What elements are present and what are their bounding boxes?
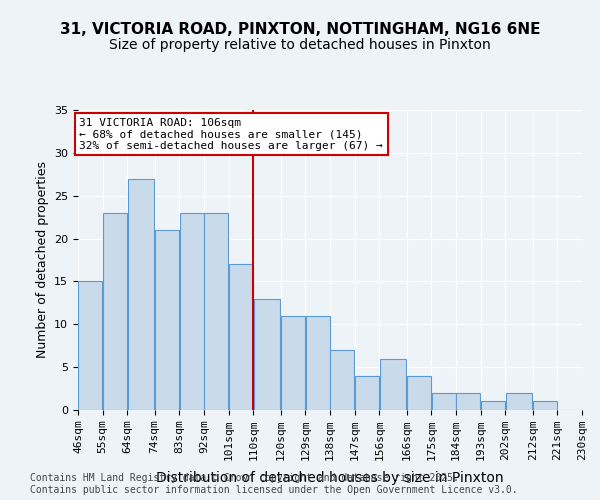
- Text: Size of property relative to detached houses in Pinxton: Size of property relative to detached ho…: [109, 38, 491, 52]
- Bar: [179, 213, 204, 410]
- Bar: [155, 230, 179, 410]
- Bar: [456, 393, 481, 410]
- Bar: [128, 178, 154, 410]
- Bar: [481, 402, 505, 410]
- Y-axis label: Number of detached properties: Number of detached properties: [35, 162, 49, 358]
- Bar: [254, 298, 280, 410]
- Bar: [407, 376, 431, 410]
- Bar: [229, 264, 253, 410]
- Bar: [506, 393, 532, 410]
- Bar: [355, 376, 379, 410]
- Bar: [533, 402, 557, 410]
- Bar: [431, 393, 456, 410]
- Text: 31 VICTORIA ROAD: 106sqm
← 68% of detached houses are smaller (145)
32% of semi-: 31 VICTORIA ROAD: 106sqm ← 68% of detach…: [79, 118, 383, 150]
- Bar: [380, 358, 406, 410]
- Bar: [78, 282, 103, 410]
- Bar: [204, 213, 229, 410]
- Bar: [281, 316, 305, 410]
- Text: Contains HM Land Registry data © Crown copyright and database right 2025.
Contai: Contains HM Land Registry data © Crown c…: [30, 474, 518, 495]
- X-axis label: Distribution of detached houses by size in Pinxton: Distribution of detached houses by size …: [156, 472, 504, 486]
- Bar: [305, 316, 330, 410]
- Text: 31, VICTORIA ROAD, PINXTON, NOTTINGHAM, NG16 6NE: 31, VICTORIA ROAD, PINXTON, NOTTINGHAM, …: [60, 22, 540, 38]
- Bar: [103, 213, 127, 410]
- Bar: [330, 350, 355, 410]
